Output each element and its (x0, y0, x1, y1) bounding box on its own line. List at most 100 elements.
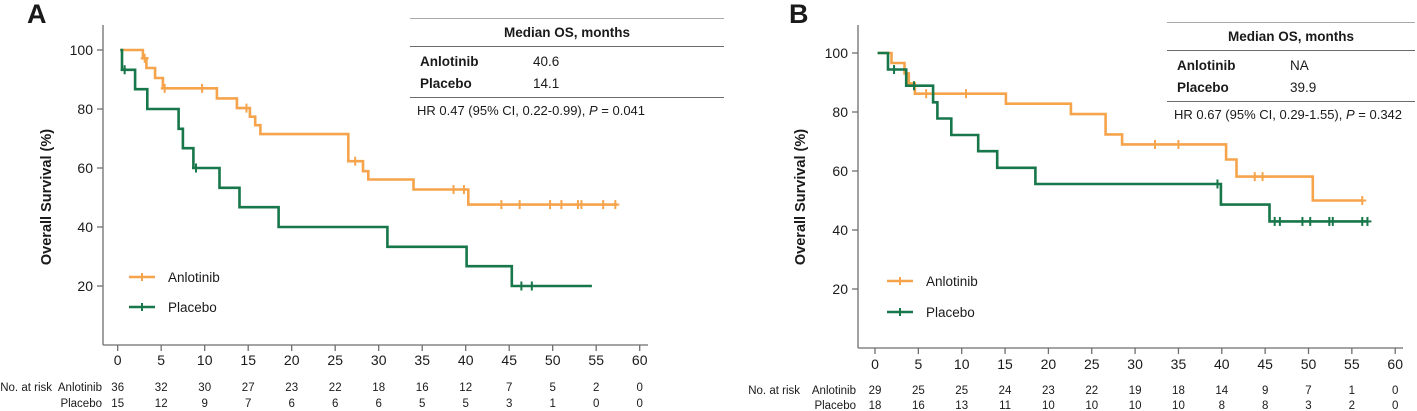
hr-annotation: HR 0.67 (95% CI, 0.29-1.55), P = 0.342 (1167, 102, 1415, 122)
at-risk-count: 6 (288, 398, 294, 410)
at-risk-count: 25 (912, 385, 925, 397)
at-risk-count: 0 (636, 398, 642, 410)
hr-annotation-pvalue-symbol: P (1345, 107, 1355, 122)
at-risk-count: 25 (955, 385, 968, 397)
km-curve-anlotinib (120, 48, 618, 206)
y-tick-label: 100 (70, 42, 94, 58)
y-tick-label: 80 (77, 101, 93, 117)
median-os-table-b: Median OS, months Anlotinib NA Placebo 3… (1167, 22, 1415, 122)
at-risk-count: 6 (332, 398, 338, 410)
at-risk-count: 0 (1392, 385, 1398, 397)
x-tick-label: 25 (327, 352, 343, 368)
at-risk-row-name: Anlotinib (812, 385, 856, 397)
table-row: Anlotinib 40.6 (420, 50, 724, 72)
at-risk-count: 7 (245, 398, 251, 410)
at-risk-count: 5 (462, 398, 468, 410)
y-tick-label: 80 (832, 104, 848, 120)
legend-label: Anlotinib (926, 274, 978, 289)
km-curve-placebo (120, 48, 592, 288)
median-os-row-value: 39.9 (1290, 79, 1317, 95)
at-risk-count: 2 (1349, 400, 1355, 411)
at-risk-label: No. at risk (0, 382, 52, 394)
at-risk-count: 30 (198, 382, 211, 394)
at-risk-count: 6 (375, 398, 381, 410)
y-tick-label: 60 (832, 163, 848, 179)
at-risk-count: 0 (636, 382, 642, 394)
at-risk-count: 23 (285, 382, 298, 394)
at-risk-count: 27 (242, 382, 255, 394)
at-risk-count: 9 (201, 398, 207, 410)
at-risk-count: 3 (506, 398, 512, 410)
at-risk-count: 2 (593, 382, 599, 394)
median-os-row-value: 14.1 (533, 75, 560, 91)
panel-a-label: A (27, 0, 47, 29)
x-tick-label: 25 (1084, 356, 1100, 372)
at-risk-count: 16 (416, 382, 429, 394)
hr-annotation-pvalue: = 0.342 (1354, 107, 1403, 122)
table-row: Placebo 39.9 (1177, 76, 1415, 98)
at-risk-count: 8 (1262, 400, 1268, 411)
at-risk-count: 1 (549, 398, 555, 410)
at-risk-row-name: Placebo (60, 398, 102, 410)
at-risk-count: 0 (1392, 400, 1398, 411)
median-os-row-value: 40.6 (533, 53, 560, 69)
y-tick-label: 100 (825, 45, 849, 61)
at-risk-count: 36 (111, 382, 124, 394)
x-tick-label: 5 (914, 356, 922, 372)
hr-annotation: HR 0.47 (95% CI, 0.22-0.99), P = 0.041 (410, 98, 724, 118)
median-os-table-rows: Anlotinib NA Placebo 39.9 (1167, 51, 1415, 102)
median-os-row-label: Anlotinib (1177, 57, 1236, 73)
table-row: Placebo 14.1 (420, 72, 724, 94)
at-risk-label: No. at risk (748, 385, 800, 397)
at-risk-count: 22 (329, 382, 342, 394)
at-risk-count: 24 (999, 385, 1012, 397)
panel-b-label: B (789, 0, 809, 29)
x-tick-label: 60 (632, 352, 648, 368)
x-tick-label: 55 (1344, 356, 1360, 372)
at-risk-count: 8 (1219, 400, 1225, 411)
median-os-row-label: Placebo (420, 75, 472, 91)
at-risk-count: 7 (506, 382, 512, 394)
y-tick-label: 20 (77, 278, 93, 294)
at-risk-count: 0 (593, 398, 599, 410)
at-risk-count: 9 (1262, 385, 1268, 397)
at-risk-count: 10 (1129, 400, 1142, 411)
at-risk-count: 5 (549, 382, 555, 394)
y-tick-label: 20 (832, 281, 848, 297)
at-risk-count: 10 (1085, 400, 1098, 411)
x-tick-label: 5 (157, 352, 165, 368)
y-axis-title-a: Overall Survival (%) (39, 128, 55, 266)
median-os-row-value: NA (1290, 57, 1309, 73)
x-tick-label: 50 (1301, 356, 1317, 372)
at-risk-count: 29 (869, 385, 882, 397)
at-risk-count: 19 (1129, 385, 1142, 397)
x-tick-label: 10 (954, 356, 970, 372)
median-os-table-a: Median OS, months Anlotinib 40.6 Placebo… (410, 18, 724, 118)
at-risk-count: 23 (1042, 385, 1055, 397)
median-os-table-header: Median OS, months (1167, 23, 1415, 51)
hr-annotation-pvalue-symbol: P (588, 103, 598, 118)
at-risk-count: 7 (1305, 385, 1311, 397)
at-risk-count: 32 (155, 382, 168, 394)
y-tick-label: 40 (832, 222, 848, 238)
x-tick-label: 45 (501, 352, 517, 368)
x-tick-label: 15 (997, 356, 1013, 372)
median-os-table-header: Median OS, months (410, 19, 724, 47)
x-tick-label: 40 (458, 352, 474, 368)
x-tick-label: 30 (371, 352, 387, 368)
x-tick-label: 40 (1214, 356, 1230, 372)
km-curve-placebo (877, 51, 1369, 223)
x-tick-label: 15 (240, 352, 256, 368)
x-tick-label: 60 (1387, 356, 1403, 372)
at-risk-count: 12 (459, 382, 472, 394)
at-risk-count: 16 (912, 400, 925, 411)
at-risk-count: 10 (1172, 400, 1185, 411)
legend-label: Anlotinib (168, 270, 220, 285)
x-tick-label: 55 (588, 352, 604, 368)
median-os-table-rows: Anlotinib 40.6 Placebo 14.1 (410, 47, 724, 98)
x-tick-label: 35 (1171, 356, 1187, 372)
hr-annotation-pvalue: = 0.041 (597, 103, 646, 118)
x-tick-label: 20 (1041, 356, 1057, 372)
